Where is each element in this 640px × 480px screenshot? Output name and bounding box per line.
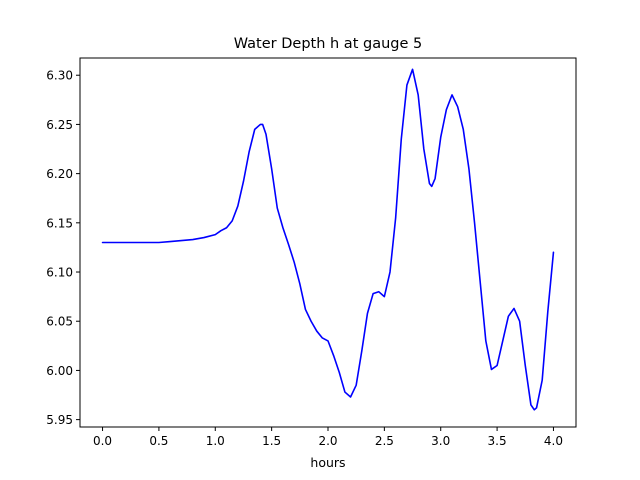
y-tick-label: 6.10 <box>46 266 73 280</box>
y-tick-label: 6.00 <box>46 364 73 378</box>
x-tick-label: 1.0 <box>206 434 225 448</box>
y-tick-label: 6.15 <box>46 216 73 230</box>
x-tick-label: 2.0 <box>318 434 337 448</box>
x-tick-label: 4.0 <box>544 434 563 448</box>
y-tick-label: 6.25 <box>46 118 73 132</box>
series-layer <box>101 68 555 411</box>
y-tick-label: 6.20 <box>46 167 73 181</box>
y-axis-ticks: 5.95 6.00 6.05 6.10 6.15 6.20 6.25 6.30 <box>46 69 80 427</box>
y-tick-label: 6.05 <box>46 315 73 329</box>
plot-area: 0.0 0.5 1.0 1.5 2.0 2.5 3.0 3.5 4.0 5.95 6.00 6.05… <box>46 57 577 448</box>
x-axis-label: hours <box>310 455 345 470</box>
x-tick-label: 1.5 <box>262 434 281 448</box>
x-tick-label: 3.0 <box>431 434 450 448</box>
y-tick-label: 5.95 <box>46 413 73 427</box>
series-line <box>101 68 555 411</box>
x-tick-label: 3.5 <box>488 434 507 448</box>
x-tick-label: 2.5 <box>375 434 394 448</box>
x-tick-label: 0.0 <box>93 434 112 448</box>
chart-title: Water Depth h at gauge 5 <box>234 36 422 52</box>
x-tick-label: 0.5 <box>149 434 168 448</box>
y-tick-label: 6.30 <box>46 69 73 83</box>
x-axis-ticks: 0.0 0.5 1.0 1.5 2.0 2.5 3.0 3.5 4.0 <box>93 427 563 448</box>
